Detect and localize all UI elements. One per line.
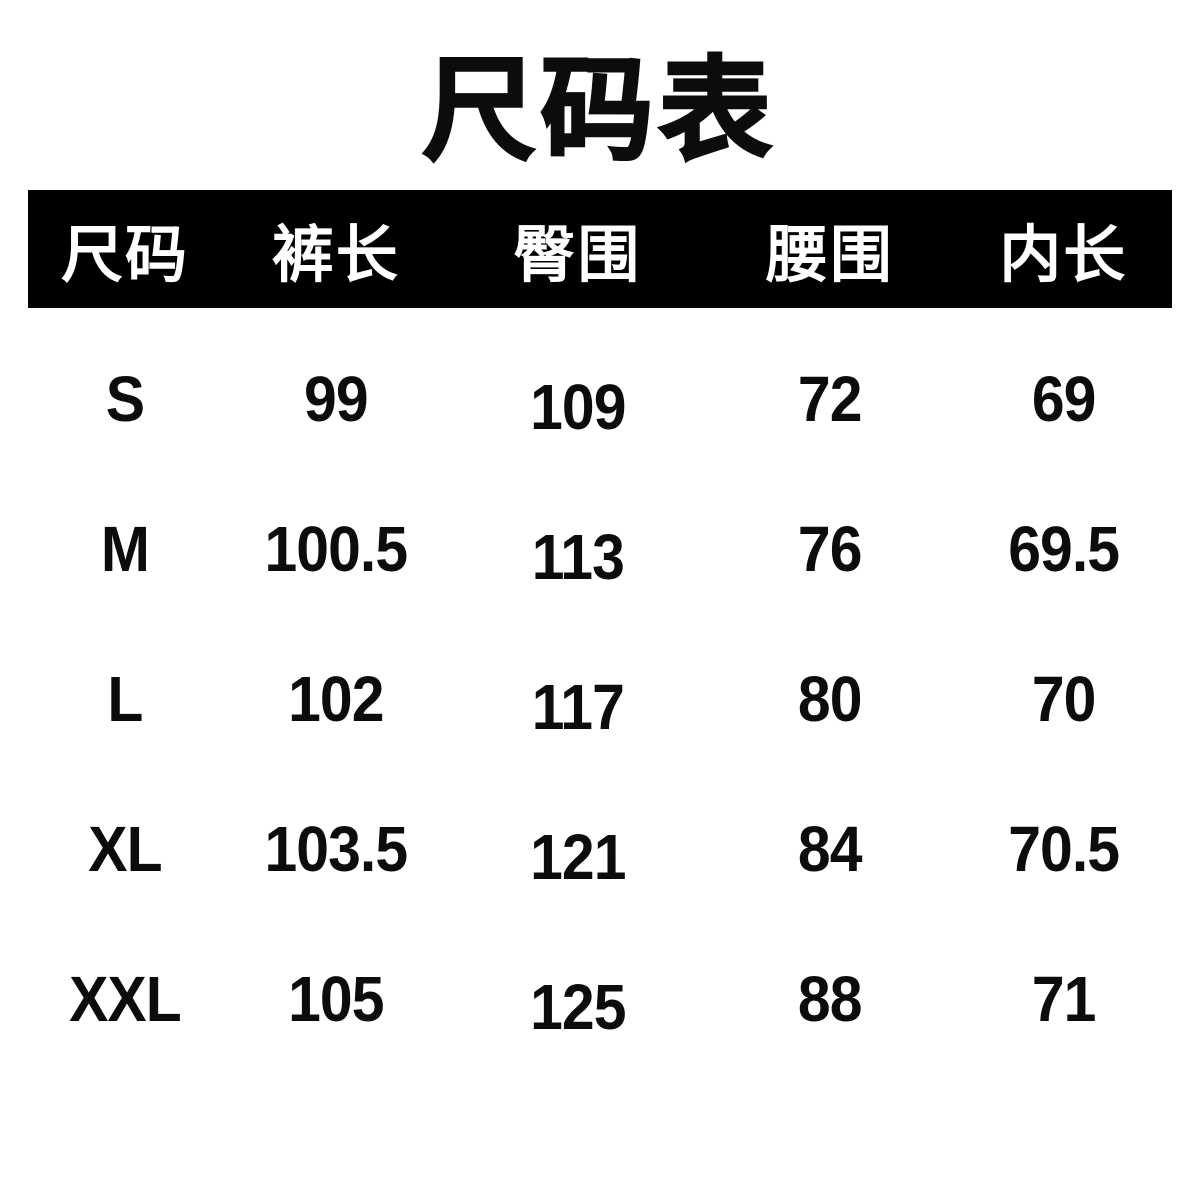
cell-size: XL [88, 813, 162, 885]
cell-pants-length: 103.5 [264, 813, 408, 885]
header-cell-hip: 臀围 [513, 221, 642, 290]
cell-waist: 80 [798, 663, 863, 735]
table-body: S 99 109 72 69 M 100.5 113 76 69.5 L 102… [28, 308, 1172, 1074]
table-header: 尺码 裤长 臀围 腰围 内长 [28, 190, 1172, 308]
cell-pants-length: 105 [287, 963, 384, 1035]
table-row: L 102 117 80 70 [28, 624, 1172, 774]
page-title: 尺码表 [422, 47, 777, 175]
cell-inseam: 71 [1031, 963, 1096, 1035]
cell-pants-length: 100.5 [264, 513, 408, 585]
cell-hip: 121 [529, 821, 626, 893]
table-row: M 100.5 113 76 69.5 [28, 474, 1172, 624]
table-row: S 99 109 72 69 [28, 324, 1172, 474]
cell-waist: 84 [798, 813, 863, 885]
cell-pants-length: 102 [287, 663, 384, 735]
cell-waist: 72 [798, 363, 863, 435]
cell-hip: 109 [529, 371, 626, 443]
cell-inseam: 70.5 [1007, 813, 1120, 885]
cell-pants-length: 99 [303, 363, 369, 435]
cell-size: L [107, 663, 143, 735]
cell-inseam: 69.5 [1007, 513, 1120, 585]
cell-waist: 76 [798, 513, 863, 585]
cell-inseam: 70 [1031, 663, 1096, 735]
header-cell-waist: 腰围 [765, 221, 894, 290]
cell-waist: 88 [798, 963, 863, 1035]
cell-inseam: 69 [1031, 363, 1096, 435]
header-cell-inseam: 内长 [999, 221, 1128, 290]
cell-size: S [105, 363, 145, 435]
header-cell-size: 尺码 [60, 221, 189, 290]
cell-size: XXL [69, 963, 182, 1035]
cell-hip: 125 [529, 971, 626, 1043]
table-row: XL 103.5 121 84 70.5 [28, 774, 1172, 924]
cell-size: M [100, 513, 150, 585]
cell-hip: 113 [531, 521, 624, 593]
table-row: XXL 105 125 88 71 [28, 924, 1172, 1074]
header-cell-pants-length: 裤长 [271, 221, 400, 290]
cell-hip: 117 [531, 671, 624, 743]
